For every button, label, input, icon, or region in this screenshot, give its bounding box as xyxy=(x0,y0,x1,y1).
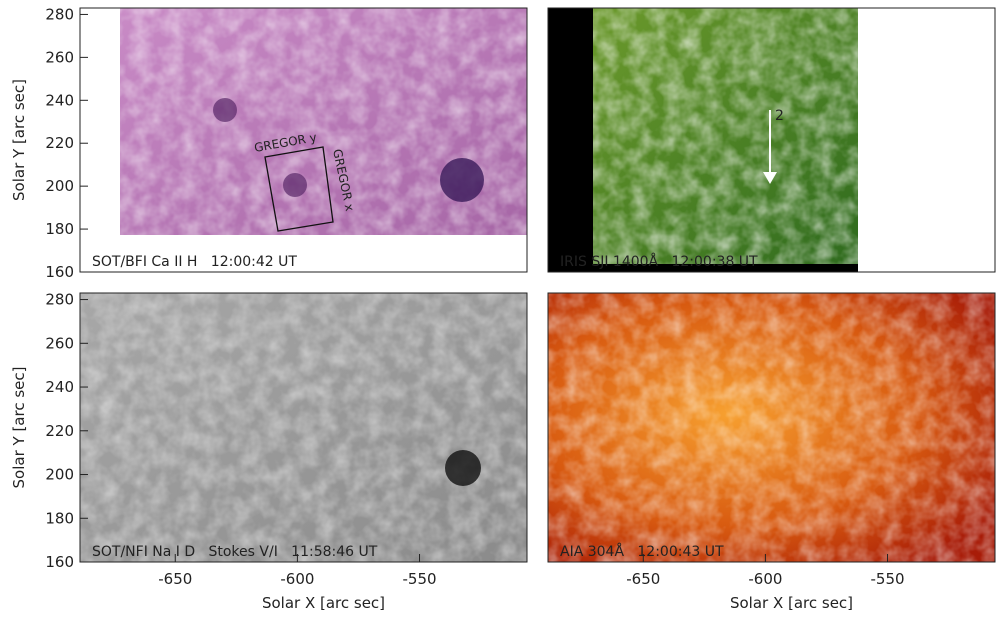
panel-label: IRIS SJI 1400Å 12:00:38 UT xyxy=(560,253,758,270)
y-tick-label: 220 xyxy=(45,134,74,152)
y-tick-label: 180 xyxy=(45,509,74,527)
panel-label: AIA 304Å 12:00:43 UT xyxy=(560,543,724,560)
x-tick-label: -550 xyxy=(871,570,905,588)
y-tick-label: 240 xyxy=(45,91,74,109)
panel-label: SOT/NFI Na I D Stokes V/I 11:58:46 UT xyxy=(92,544,378,560)
y-tick-label: 220 xyxy=(45,422,74,440)
image-texture xyxy=(548,293,995,562)
y-tick-label: 260 xyxy=(45,48,74,66)
gregor-fov xyxy=(264,146,334,232)
x-tick-label: -600 xyxy=(748,570,782,588)
sunspot xyxy=(445,450,481,486)
panel-frame xyxy=(547,292,996,563)
y-tick-label: 160 xyxy=(45,553,74,571)
sunspot xyxy=(440,158,484,202)
y-tick-label: 280 xyxy=(45,291,74,309)
y-tick-label: 160 xyxy=(45,263,74,281)
y-axis-label: Solar Y [arc sec] xyxy=(10,367,28,489)
panel-frame xyxy=(547,7,996,273)
image-black xyxy=(548,8,593,272)
panel: 160 180 200 220 240 260 280 -650 -600 -550 Solar Y… xyxy=(10,291,528,612)
panel-frame xyxy=(79,292,528,563)
image-texture xyxy=(80,293,527,562)
y-tick-label: 260 xyxy=(45,334,74,352)
y-tick-label: 200 xyxy=(45,177,74,195)
panel-label: SOT/BFI Ca II H 12:00:42 UT xyxy=(92,254,297,270)
x-tick-label: -650 xyxy=(158,570,192,588)
y-tick-label: 240 xyxy=(45,378,74,396)
x-axis-label: Solar X [arc sec] xyxy=(730,594,853,612)
y-tick-label: 200 xyxy=(45,466,74,484)
panel: IRIS SJI 1400Å 12:00:38 UT 2 xyxy=(547,7,996,273)
arrow-head xyxy=(763,172,777,184)
panel-frame xyxy=(79,7,528,273)
y-axis-label: Solar Y [arc sec] xyxy=(10,79,28,201)
x-axis-label: Solar X [arc sec] xyxy=(262,594,385,612)
image-texture xyxy=(593,8,858,272)
x-tick-label: -600 xyxy=(280,570,314,588)
pore xyxy=(213,98,237,122)
x-tick-label: -650 xyxy=(626,570,660,588)
image-strip xyxy=(593,264,858,272)
x-tick-label: -550 xyxy=(403,570,437,588)
pore xyxy=(283,173,307,197)
panel: 160 180 200 220 240 260 280 Solar Y [arc sec] SO… xyxy=(10,5,528,281)
y-tick-label: 180 xyxy=(45,220,74,238)
y-tick-label: 280 xyxy=(45,5,74,23)
panel: -650 -600 -550 Solar X [arc sec] AIA 304Å 12… xyxy=(547,292,996,612)
annotation: 2 xyxy=(775,108,784,124)
